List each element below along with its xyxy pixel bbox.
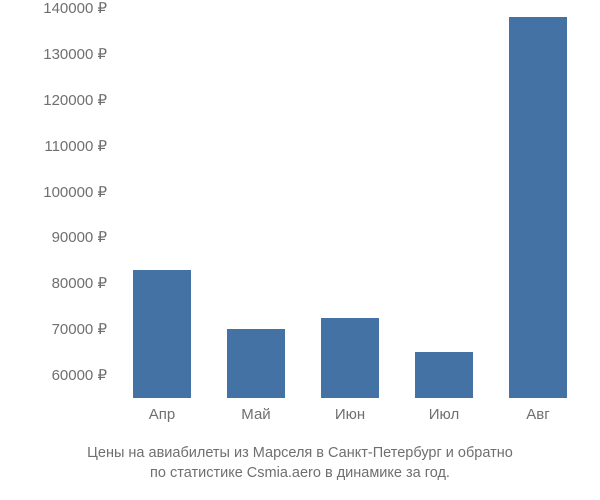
- bar: [227, 329, 285, 398]
- y-tick-label: 120000 ₽: [43, 91, 107, 109]
- x-tick-label: Авг: [491, 406, 585, 423]
- y-tick-label: 110000 ₽: [44, 137, 107, 155]
- y-tick-label: 140000 ₽: [43, 0, 107, 17]
- x-tick-label: Апр: [115, 406, 209, 423]
- bar: [509, 17, 567, 398]
- y-tick-label: 70000 ₽: [52, 320, 107, 338]
- chart-caption: Цены на авиабилеты из Марселя в Санкт-Пе…: [0, 444, 600, 483]
- y-tick-label: 100000 ₽: [43, 183, 107, 201]
- x-tick-label: Июн: [303, 406, 397, 423]
- caption-line-1: Цены на авиабилеты из Марселя в Санкт-Пе…: [87, 445, 513, 461]
- x-tick-label: Май: [209, 406, 303, 423]
- bar: [415, 352, 473, 398]
- plot-area: [115, 8, 585, 398]
- bar: [133, 270, 191, 398]
- price-chart: Цены на авиабилеты из Марселя в Санкт-Пе…: [0, 0, 600, 500]
- y-tick-label: 80000 ₽: [52, 274, 107, 292]
- y-tick-label: 130000 ₽: [43, 45, 107, 63]
- y-tick-label: 60000 ₽: [52, 366, 107, 384]
- caption-line-2: по статистике Csmia.aero в динамике за г…: [150, 465, 450, 481]
- bar: [321, 318, 379, 398]
- y-tick-label: 90000 ₽: [52, 228, 107, 246]
- x-tick-label: Июл: [397, 406, 491, 423]
